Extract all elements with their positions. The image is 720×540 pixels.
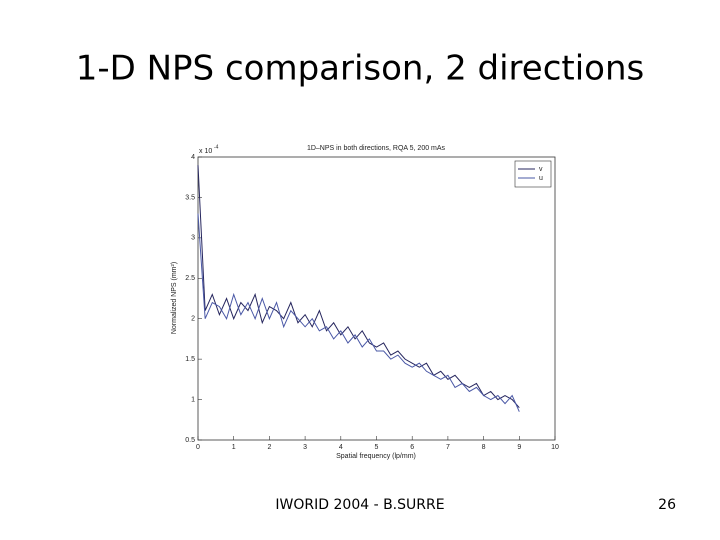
legend-label: u <box>539 175 543 182</box>
x-axis-label: Spatial frequency (lp/mm) <box>336 453 416 460</box>
x-tick-label: 9 <box>517 444 521 451</box>
x-tick-label: 2 <box>267 444 271 451</box>
slide-title: 1-D NPS comparison, 2 directions <box>76 49 645 89</box>
x-tick-label: 10 <box>551 444 559 451</box>
y-multiplier: x 10 <box>199 148 212 155</box>
series-line <box>197 213 520 412</box>
x-tick-label: 5 <box>375 444 379 451</box>
y-axis-label: Normalized NPS (mm²) <box>171 262 178 334</box>
legend-box <box>514 160 552 188</box>
x-tick-label: 3 <box>303 444 307 451</box>
x-tick-label: 1 <box>232 444 236 451</box>
y-tick-label: 1 <box>191 396 195 403</box>
y-tick-label: 2.5 <box>185 275 195 282</box>
x-tick-label: 8 <box>482 444 486 451</box>
x-tick-label: 4 <box>339 444 343 451</box>
y-tick-label: 1.5 <box>185 356 195 363</box>
page-number: 26 <box>658 497 676 513</box>
y-tick-label: 3.5 <box>185 194 195 201</box>
x-tick-label: 7 <box>446 444 450 451</box>
chart: 1D–NPS in both directions, RQA 5, 200 mA… <box>171 144 559 460</box>
x-tick-label: 0 <box>196 444 200 451</box>
y-multiplier-exponent: -4 <box>214 144 219 150</box>
y-tick-label: 3 <box>191 235 195 242</box>
footer: IWORID 2004 - B.SURRE <box>275 497 444 513</box>
y-tick-label: 4 <box>191 154 195 161</box>
y-tick-label: 0.5 <box>185 437 195 444</box>
legend-label: v <box>539 166 543 173</box>
chart-title: 1D–NPS in both directions, RQA 5, 200 mA… <box>307 145 446 152</box>
y-tick-label: 2 <box>191 316 195 323</box>
series-line <box>197 165 520 408</box>
x-tick-label: 6 <box>410 444 414 451</box>
